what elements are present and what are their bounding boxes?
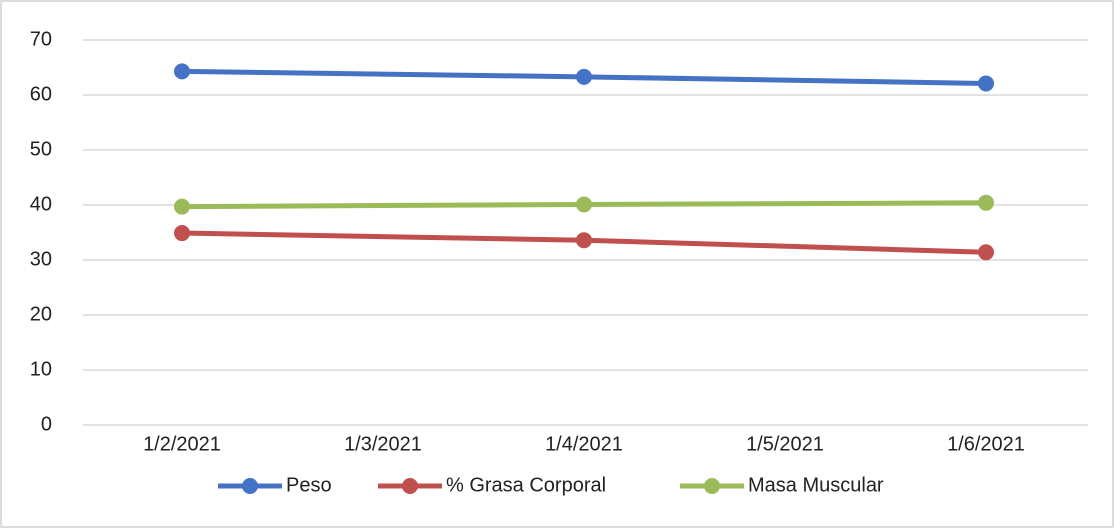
legend-label: Masa Muscular — [748, 474, 884, 496]
legend-label: % Grasa Corporal — [446, 474, 606, 496]
data-point — [174, 198, 190, 215]
x-tick-label: 1/3/2021 — [344, 433, 422, 455]
data-point — [174, 63, 190, 80]
y-tick-label: 20 — [30, 303, 52, 325]
legend-marker — [704, 478, 720, 494]
data-point — [576, 68, 592, 85]
data-point — [978, 244, 994, 261]
data-point — [978, 75, 994, 92]
y-tick-label: 40 — [30, 193, 52, 215]
x-tick-label: 1/2/2021 — [143, 433, 221, 455]
y-tick-label: 60 — [30, 83, 52, 105]
legend-marker — [402, 478, 418, 494]
x-tick-label: 1/4/2021 — [545, 433, 623, 455]
y-tick-label: 0 — [41, 413, 52, 435]
x-tick-label: 1/6/2021 — [947, 433, 1025, 455]
legend-label: Peso — [286, 474, 332, 496]
data-point — [576, 232, 592, 249]
data-point — [174, 225, 190, 242]
data-point — [978, 194, 994, 211]
legend-marker — [242, 478, 258, 494]
y-tick-label: 70 — [30, 28, 52, 50]
y-tick-label: 50 — [30, 138, 52, 160]
data-point — [576, 196, 592, 213]
y-tick-label: 30 — [30, 248, 52, 270]
y-tick-label: 10 — [30, 358, 52, 380]
x-tick-label: 1/5/2021 — [746, 433, 824, 455]
